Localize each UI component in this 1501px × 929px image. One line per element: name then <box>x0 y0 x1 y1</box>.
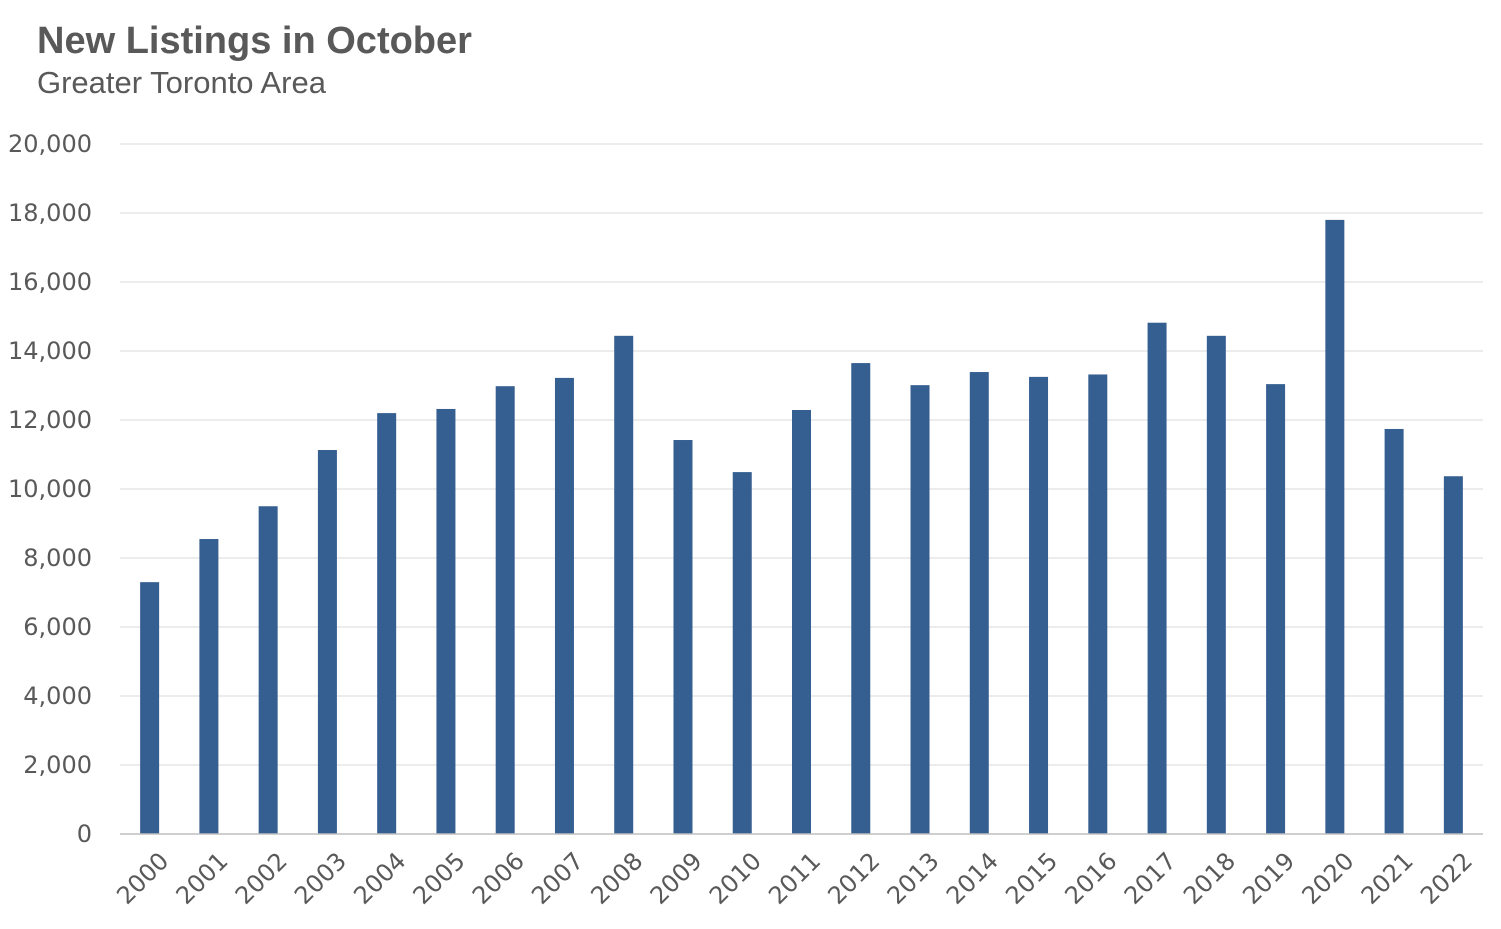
x-tick-label: 2004 <box>348 847 411 910</box>
chart-title: New Listings in October <box>37 20 472 62</box>
chart-subtitle: Greater Toronto Area <box>37 65 326 100</box>
x-tick-label: 2010 <box>704 847 767 910</box>
bar-2015 <box>1029 376 1049 834</box>
x-tick-label: 2009 <box>645 847 708 910</box>
bar-2003 <box>317 450 337 834</box>
y-tick-label: 16,000 <box>8 268 92 296</box>
y-tick-label: 10,000 <box>8 475 92 503</box>
x-tick-label: 2017 <box>1119 847 1182 910</box>
x-tick-label: 2012 <box>822 847 885 910</box>
bar-2021 <box>1384 428 1404 834</box>
x-tick-label: 2021 <box>1356 847 1419 910</box>
bar-2010 <box>732 472 752 834</box>
bar-2018 <box>1206 335 1226 834</box>
bar-2006 <box>495 386 515 834</box>
bar-2022 <box>1443 476 1463 834</box>
x-tick-label: 2011 <box>763 847 826 910</box>
bar-2002 <box>258 506 278 834</box>
bar-2012 <box>851 363 871 834</box>
y-tick-label: 0 <box>77 820 92 848</box>
x-tick-label: 2000 <box>111 847 174 910</box>
x-tick-label: 2003 <box>289 847 352 910</box>
x-axis-tick-labels: 2000200120022003200420052006200720082009… <box>111 847 1478 910</box>
y-tick-label: 2,000 <box>23 751 92 779</box>
bars <box>140 219 1463 834</box>
bar-2020 <box>1325 219 1345 834</box>
bar-2011 <box>792 409 811 834</box>
x-tick-label: 2016 <box>1059 847 1122 910</box>
bar-2019 <box>1266 384 1286 834</box>
y-tick-label: 8,000 <box>23 544 92 572</box>
y-tick-label: 6,000 <box>23 613 92 641</box>
x-tick-label: 2020 <box>1297 847 1360 910</box>
bar-2008 <box>614 335 634 834</box>
x-tick-label: 2013 <box>882 847 945 910</box>
x-tick-label: 2001 <box>171 847 234 910</box>
y-tick-label: 14,000 <box>8 337 92 365</box>
x-tick-label: 2006 <box>467 847 530 910</box>
x-tick-label: 2014 <box>941 847 1004 910</box>
bar-2017 <box>1147 322 1167 834</box>
bar-2004 <box>377 413 397 834</box>
x-tick-label: 2002 <box>230 847 293 910</box>
y-tick-label: 12,000 <box>8 406 92 434</box>
x-tick-label: 2007 <box>526 847 589 910</box>
bar-2009 <box>673 440 693 834</box>
x-tick-label: 2022 <box>1415 847 1478 910</box>
y-tick-label: 4,000 <box>23 682 92 710</box>
x-tick-label: 2015 <box>1000 847 1063 910</box>
bar-2016 <box>1088 374 1108 834</box>
x-tick-label: 2008 <box>585 847 648 910</box>
bar-2001 <box>199 539 219 834</box>
x-tick-label: 2019 <box>1237 847 1300 910</box>
y-axis-tick-labels: 0 2,000 4,000 6,000 8,000 10,000 12,000 14,000 1… <box>8 130 92 848</box>
x-tick-label: 2005 <box>408 847 471 910</box>
bar-2005 <box>436 408 456 834</box>
bar-2000 <box>140 582 160 834</box>
y-tick-label: 18,000 <box>8 199 92 227</box>
y-tick-label: 20,000 <box>8 130 92 158</box>
bar-2013 <box>910 385 930 834</box>
bar-2007 <box>554 377 574 834</box>
bar-2014 <box>969 372 989 834</box>
x-tick-label: 2018 <box>1178 847 1241 910</box>
